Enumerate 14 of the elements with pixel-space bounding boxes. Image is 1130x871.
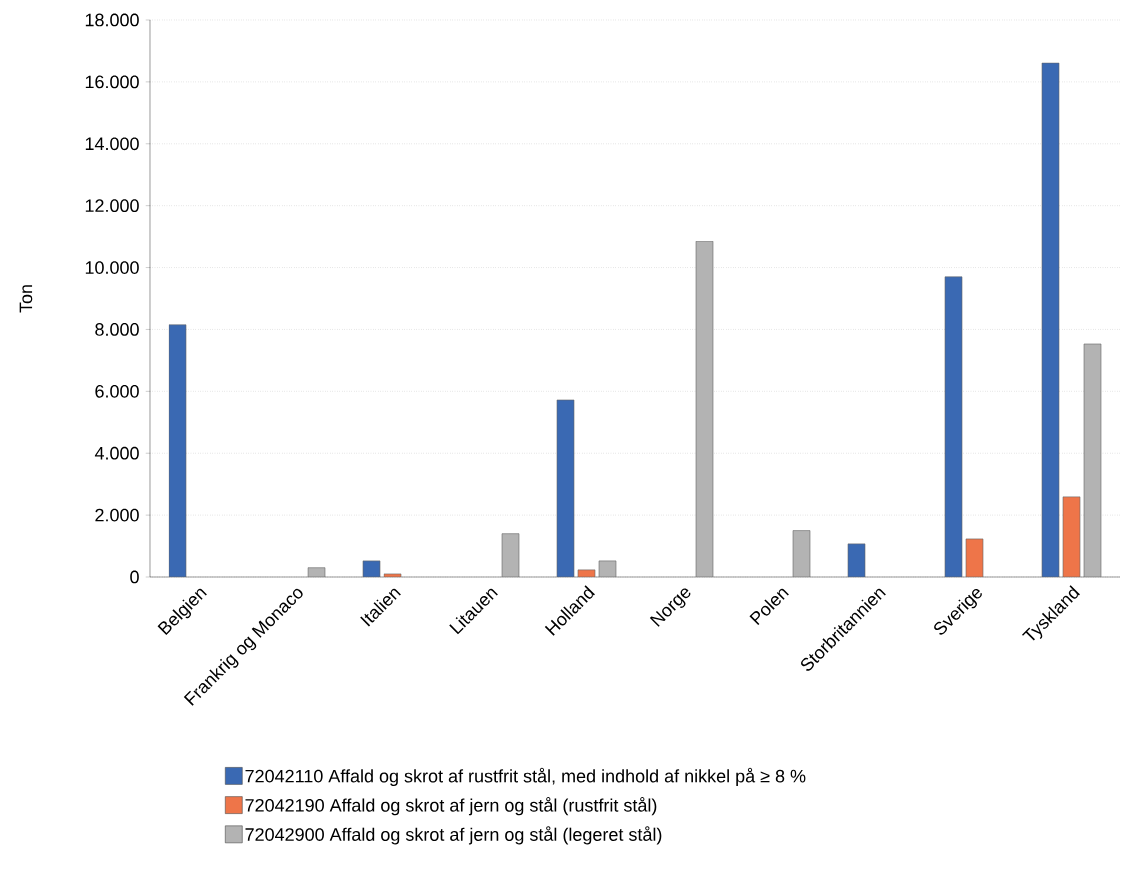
y-tick-label: 14.000 [85,137,139,151]
y-tick-label: 2.000 [95,508,139,522]
legend-label: 72042900 Affald og skrot af jern og stål (legeret stål) [245,826,662,845]
y-tick-label: 8.000 [95,323,139,336]
y-tick-label: 6.000 [95,384,139,398]
y-tick-label: 16.000 [85,75,139,89]
y-tick-label: 4.000 [94,446,139,460]
legend-label: 72042110 Affald og skrot af rustfrit stål, med indhold af nikkel på ≥ 8 % [245,767,806,787]
y-axis-title: Ton [19,285,33,313]
y-tick-label: 12.000 [85,199,139,213]
y-tick-label: 10.000 [85,261,139,274]
legend-label: 72042190 Affald og skrot af jern og stål (rustfrit stål) [245,797,657,816]
y-tick-label: 0 [130,570,139,584]
y-tick-label: 18.000 [85,13,139,27]
